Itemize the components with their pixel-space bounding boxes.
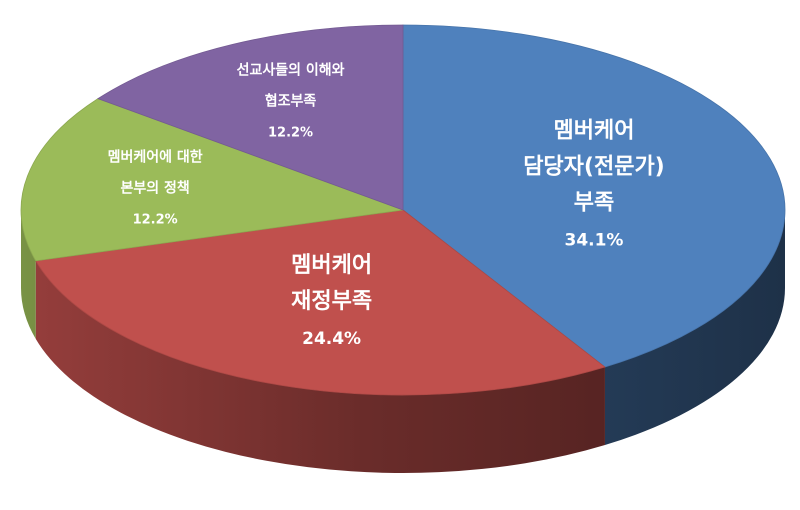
slice-category-label: 멤버케어: [291, 253, 372, 278]
slice-value-label: 12.2%: [133, 213, 178, 228]
slice-category-label: 멤버케어에 대한: [108, 149, 203, 166]
pie-slice-0: [402, 24, 786, 368]
slice-category-label: 부족: [574, 191, 614, 216]
slice-value-label: 24.4%: [302, 329, 361, 349]
slice-value-label: 12.2%: [268, 126, 313, 141]
pie-slices: [20, 24, 786, 396]
slice-value-label: 34.1%: [564, 231, 623, 251]
pie-side-1: [35, 260, 605, 473]
pie-side-0: [604, 210, 785, 446]
slice-category-label: 협조부족: [265, 94, 317, 110]
slice-category-label: 본부의 정책: [120, 180, 189, 197]
slice-category-label: 선교사들의 이해와: [237, 62, 345, 79]
pie-slice-2: [20, 98, 404, 262]
pie-slice-1: [35, 209, 606, 396]
pie-sides: [21, 210, 785, 473]
pie-side-2: [21, 210, 36, 339]
slice-category-label: 재정부족: [291, 289, 372, 314]
pie-slice-3: [97, 24, 404, 211]
slice-category-label: 멤버케어: [553, 119, 634, 144]
slice-category-label: 담당자(전문가): [523, 155, 665, 180]
